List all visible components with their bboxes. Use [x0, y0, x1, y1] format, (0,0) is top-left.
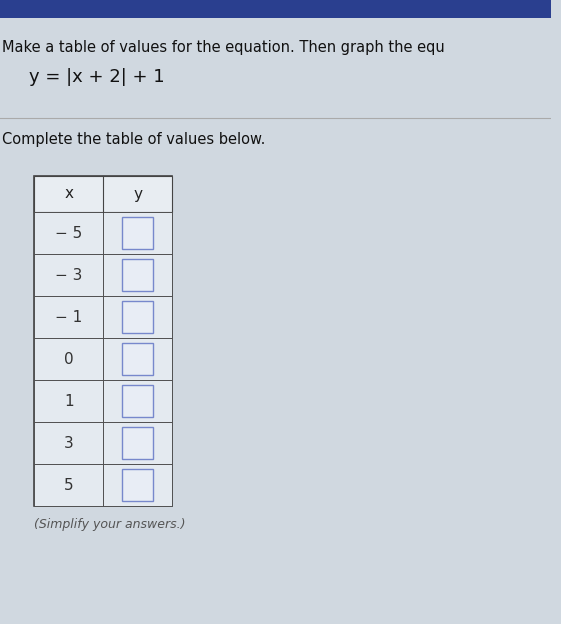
- Text: Make a table of values for the equation. Then graph the equ: Make a table of values for the equation.…: [2, 40, 445, 55]
- Bar: [103, 212, 172, 254]
- Text: 5: 5: [64, 477, 73, 492]
- Text: (Simplify your answers.): (Simplify your answers.): [34, 518, 186, 531]
- Bar: [103, 296, 172, 338]
- Text: − 3: − 3: [55, 268, 82, 283]
- Text: y: y: [133, 187, 142, 202]
- Text: x: x: [65, 187, 73, 202]
- Text: 3: 3: [64, 436, 73, 451]
- Bar: [103, 422, 172, 464]
- Bar: [34, 338, 103, 380]
- Text: y = |x + 2| + 1: y = |x + 2| + 1: [30, 68, 165, 86]
- Bar: [34, 254, 103, 296]
- Bar: [122, 427, 153, 459]
- Bar: [122, 385, 153, 417]
- Bar: [103, 380, 172, 422]
- Text: 0: 0: [64, 351, 73, 366]
- Bar: [34, 422, 103, 464]
- Text: 1: 1: [64, 394, 73, 409]
- Text: − 5: − 5: [55, 225, 82, 240]
- Bar: [34, 176, 172, 212]
- Bar: [122, 343, 153, 375]
- Bar: [122, 217, 153, 249]
- Bar: [103, 338, 172, 380]
- Bar: [34, 212, 103, 254]
- Text: Complete the table of values below.: Complete the table of values below.: [2, 132, 265, 147]
- Bar: [103, 254, 172, 296]
- Bar: [103, 464, 172, 506]
- Bar: [0, 0, 551, 18]
- Bar: [34, 176, 172, 506]
- Bar: [122, 259, 153, 291]
- Bar: [34, 464, 103, 506]
- Bar: [34, 380, 103, 422]
- Text: − 1: − 1: [55, 310, 82, 324]
- Bar: [122, 301, 153, 333]
- Bar: [122, 469, 153, 501]
- Bar: [34, 296, 103, 338]
